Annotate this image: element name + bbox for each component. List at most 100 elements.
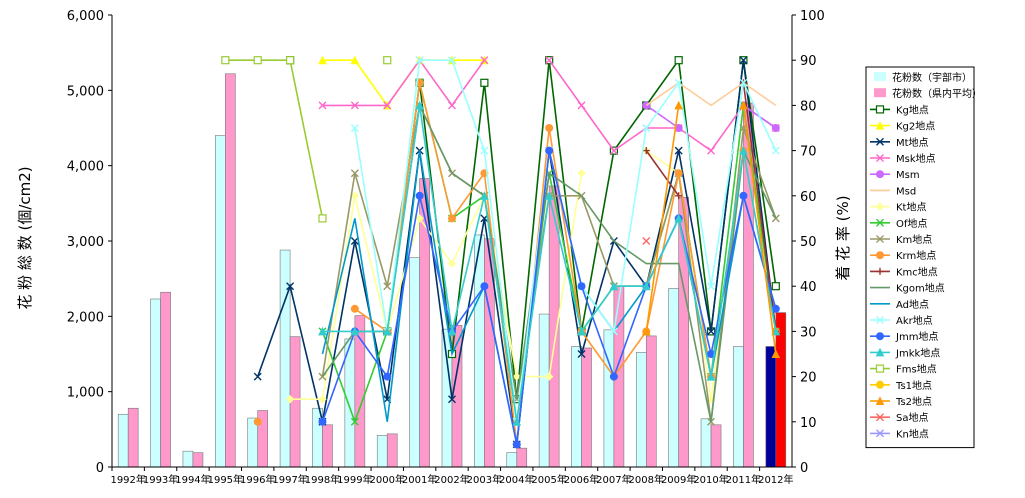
legend-item: Ad地点: [870, 298, 929, 311]
legend-msm-point: [876, 170, 884, 179]
bar-ube: [635, 352, 647, 468]
legend-item: 花粉数（宇部市）: [874, 71, 972, 84]
bar-pref-avg: [581, 347, 592, 468]
series-akr-point: [350, 124, 359, 132]
series-fms-point: [318, 214, 327, 223]
series-akr-point: [415, 56, 424, 65]
legend-akr-point: [876, 316, 884, 324]
series-msd-line: [645, 81, 777, 107]
legend-label: Ts2地点: [895, 395, 932, 408]
series-jmm-point: [609, 372, 618, 381]
legend-item: Jmm地点: [870, 330, 938, 343]
series-km-point: [383, 282, 392, 291]
series-krm-point: [350, 304, 359, 313]
series-jmkk-point: [350, 326, 360, 336]
series-km-point: [771, 214, 780, 223]
bar-pref-avg: [516, 447, 528, 468]
x-tick-label: 2002年: [434, 473, 469, 486]
x-tick-label: 1995年: [208, 473, 243, 486]
series-jmkk-point: [447, 326, 457, 336]
legend-fms-point: [875, 364, 885, 373]
bar-ube: [506, 452, 518, 468]
series-mt-point: [577, 350, 586, 358]
x-tick-label: 1999年: [337, 473, 372, 486]
series-mt-point: [253, 372, 262, 381]
series-kg2-point: [318, 55, 327, 65]
x-tick-label: 2006年: [564, 473, 599, 486]
legend-ts1-point: [876, 380, 884, 389]
series-mt-point: [350, 237, 359, 245]
series-kt-point: [544, 372, 554, 381]
bar-ube: [344, 338, 356, 468]
x-tick-label: 1998年: [305, 473, 340, 486]
legend-item: Akr地点: [870, 314, 933, 327]
series-msk-point: [609, 146, 618, 155]
bar-pref-avg: [775, 312, 787, 468]
y-left-tick-label: 2,000: [67, 310, 104, 325]
x-tick-label: 2012年: [758, 473, 793, 486]
x-axis-ticks: 1992年1993年1994年1995年1996年1997年1998年1999年…: [110, 467, 794, 486]
legend-km-point: [876, 235, 884, 243]
series-ts2-line: [742, 105, 777, 355]
y-left-tick-label: 1,000: [67, 386, 104, 401]
bar-pref-avg: [225, 73, 236, 468]
legend-krm-point: [876, 251, 884, 260]
series-fms: [221, 56, 392, 223]
series-jmm-point: [577, 282, 586, 291]
bar-ube: [700, 418, 712, 468]
y-right-tick-label: 50: [800, 235, 817, 250]
bar-ube: [538, 313, 550, 468]
bar-pref-avg: [645, 335, 657, 468]
x-tick-label: 1997年: [272, 473, 307, 486]
series-lines: [221, 55, 781, 449]
legend-item: Kt地点: [870, 201, 926, 214]
legend-item: Msm: [870, 170, 920, 181]
legend-item: Ts2地点: [870, 395, 932, 408]
series-fms-point: [383, 56, 392, 65]
series-jmkk-point: [415, 100, 424, 110]
series-akr-point: [642, 124, 651, 132]
legend-item: Kn地点: [870, 427, 929, 440]
series-msk-point: [318, 101, 327, 110]
x-tick-label: 2004年: [499, 473, 534, 486]
series-msk-point: [480, 56, 489, 65]
y-left-tick-label: 3,000: [67, 235, 104, 250]
y-left-tick-label: 5,000: [67, 84, 104, 99]
y-right-tick-label: 100: [800, 9, 825, 24]
series-kg2-point: [350, 55, 360, 65]
bar-ube: [733, 346, 744, 468]
legend-item: Km地点: [870, 233, 932, 246]
series-mt-point: [739, 56, 748, 65]
series-kt-point: [318, 394, 327, 404]
legend-item: Msk地点: [870, 152, 936, 165]
legend-label: Kg2地点: [896, 120, 935, 133]
series-krm-point: [674, 169, 683, 178]
x-tick-label: 2011年: [726, 473, 761, 486]
legend-item: Fms地点: [870, 363, 937, 376]
series-jmkk-point: [674, 213, 683, 223]
series-fms-point: [221, 56, 230, 65]
series-sa-point: [642, 237, 651, 245]
series-km-point: [350, 169, 359, 178]
bar-ube: [765, 346, 777, 468]
x-tick-label: 2008年: [629, 473, 664, 486]
legend-item: Kg地点: [870, 103, 929, 116]
series-jmm-point: [383, 372, 392, 381]
series-fms-point: [285, 56, 295, 65]
bar-pref-avg: [192, 452, 204, 468]
legend-mt-point: [876, 137, 884, 146]
series-jmkk-point: [382, 326, 392, 336]
legend-item: Of地点: [870, 217, 927, 230]
bar-pref-avg: [322, 424, 333, 468]
legend-label: Jmm地点: [895, 330, 938, 343]
series-jmm-point: [415, 191, 424, 200]
x-tick-label: 2010年: [693, 473, 728, 486]
legend-kmc-point: [876, 267, 884, 275]
legend-label: Km地点: [896, 233, 932, 246]
series-ts2-point: [641, 326, 651, 336]
legend-item: Ts1地点: [870, 379, 932, 392]
series-fms-point: [253, 56, 262, 65]
legend-label: Kmc地点: [896, 265, 938, 278]
legend-item: Kmc地点: [870, 265, 938, 278]
legend-label: Krm地点: [896, 249, 936, 262]
